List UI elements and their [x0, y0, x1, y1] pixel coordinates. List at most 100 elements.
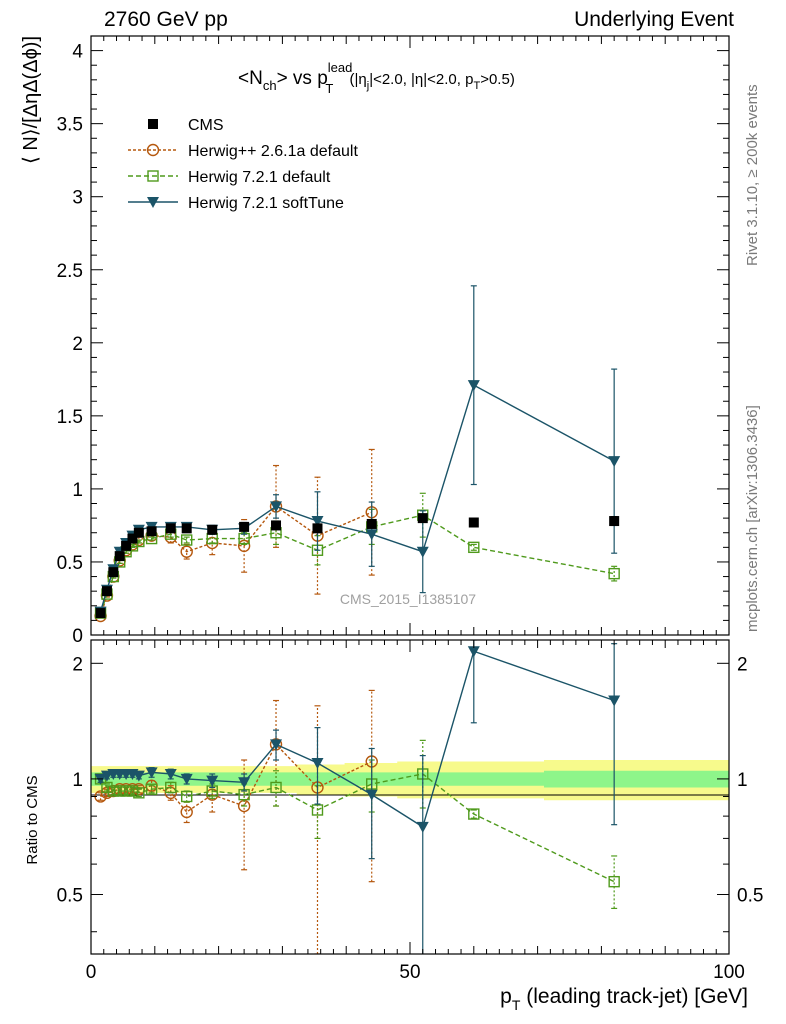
ratio-point [467, 646, 480, 658]
main-point [121, 540, 132, 551]
x-axis-label: pT (leading track-jet) [GeV] [500, 985, 748, 1013]
x-tick-label: 50 [399, 962, 420, 983]
legend-marker [148, 119, 158, 129]
legend-label: Herwig++ 2.6.1a default [188, 143, 358, 160]
ratio-y-tick-label-right: 2 [737, 654, 748, 675]
ratio-point [145, 767, 158, 779]
main-y-tick-label: 1.5 [57, 407, 83, 428]
ratio-point [120, 785, 132, 797]
ratio-y-tick-label: 1 [72, 770, 83, 791]
axes: 0 0.5 1 1.5 2 2.5 3 3.5 4 0 50 100 0.5 0.5 1 1 2 2 [57, 35, 763, 983]
main-point [366, 518, 377, 529]
main-point [207, 524, 218, 535]
main-point [468, 517, 479, 528]
legend-marker [147, 170, 159, 182]
ratio-point [180, 790, 193, 803]
main-point [133, 527, 144, 538]
main-point [312, 523, 323, 534]
ratio-point [164, 768, 177, 780]
main-point [181, 523, 192, 534]
legend-label: CMS [188, 117, 224, 134]
ratio-series-herwig-7-2-1-softtune [94, 640, 621, 954]
header-right: Underlying Event [574, 8, 734, 31]
ratio-point [311, 758, 324, 770]
main-point [311, 516, 324, 528]
main-y-tick-label: 0.5 [57, 553, 83, 574]
legend-item: Herwig 7.2.1 default [128, 169, 331, 186]
main-y-label: ⟨ N⟩/[ΔηΔ(Δϕ)] [20, 36, 42, 164]
main-y-tick-label: 3 [72, 188, 83, 209]
main-point [270, 501, 283, 513]
main-point [609, 516, 620, 527]
ratio-y-tick-label: 2 [72, 654, 83, 675]
ratio-y-tick-label: 0.5 [57, 886, 83, 907]
ratio-point [132, 770, 145, 782]
ratio-point [165, 781, 177, 794]
ratio-point [126, 785, 139, 797]
ratio-point [133, 787, 145, 799]
main-series [94, 285, 621, 623]
main-point [95, 608, 106, 619]
main-series-herwig-7-2-1-softtune [94, 285, 621, 618]
main-point [608, 567, 620, 580]
ratio-line-herwig-7-2-1-softtune [100, 650, 615, 828]
main-point [416, 546, 429, 558]
legend-item: CMS [148, 117, 224, 134]
x-tick-label: 0 [86, 962, 97, 983]
legend-item: Herwig 7.2.1 softTune [128, 195, 344, 212]
main-line-herwig-2-6-1a-default [99, 505, 372, 617]
legend-marker [146, 143, 160, 157]
main-series-cms [95, 513, 620, 619]
ratio-point [238, 777, 251, 789]
main-point [365, 529, 378, 541]
legend-label: Herwig 7.2.1 softTune [188, 195, 344, 212]
legend: CMS Herwig++ 2.6.1a default Herwig 7.2.1 d… [128, 117, 358, 212]
ratio-series [94, 640, 621, 954]
main-point [468, 541, 480, 554]
main-title: <Nch> vs plead T (|ηj|<2.0, |η|<2.0, pT>0… [238, 60, 515, 96]
ratio-point [311, 804, 324, 816]
ratio-point [145, 783, 158, 795]
main-point [467, 380, 480, 392]
main-y-tick-label: 3.5 [57, 115, 83, 136]
main-point [114, 551, 125, 562]
ratio-y-tick-label-right: 0.5 [737, 886, 763, 907]
main-point [146, 526, 157, 537]
main-point [127, 533, 138, 544]
header-left: 2760 GeV pp [104, 8, 228, 31]
ratio-point [608, 875, 620, 888]
legend-label: Herwig 7.2.1 default [188, 169, 331, 186]
analysis-watermark: CMS_2015_I1385107 [340, 591, 476, 607]
legend-marker [147, 197, 159, 208]
main-point [108, 567, 119, 578]
ratio-point [608, 695, 621, 707]
main-point [417, 513, 428, 524]
main-point [180, 534, 193, 546]
ratio-point [206, 775, 219, 787]
ratio-point [114, 785, 126, 797]
main-point [239, 521, 250, 532]
main-point [101, 586, 112, 597]
ratio-point [180, 773, 193, 785]
main-y-tick-label: 4 [72, 42, 83, 63]
ratio-y-label: Ratio to CMS [24, 775, 41, 864]
ratio-point [107, 785, 120, 797]
ratio-point [416, 821, 429, 833]
ratio-point [270, 739, 283, 751]
ratio-point [270, 781, 282, 794]
ratio-point [468, 808, 480, 820]
main-point [165, 523, 176, 534]
main-point [180, 545, 193, 558]
main-y-tick-label: 2 [72, 334, 83, 355]
ratio-series-herwig-2-6-1a-default [94, 689, 378, 954]
ratio-y-tick-label-right: 1 [737, 770, 748, 791]
main-y-tick-label: 0 [72, 626, 83, 647]
main-y-tick-label: 1 [72, 480, 83, 501]
main-line-herwig-7-2-1-softtune [99, 384, 615, 612]
legend-item: Herwig++ 2.6.1a default [128, 143, 358, 160]
main-y-tick-label: 2.5 [57, 261, 83, 282]
ratio-point [365, 789, 378, 801]
main-point [271, 520, 282, 531]
ratio-point [180, 805, 193, 819]
